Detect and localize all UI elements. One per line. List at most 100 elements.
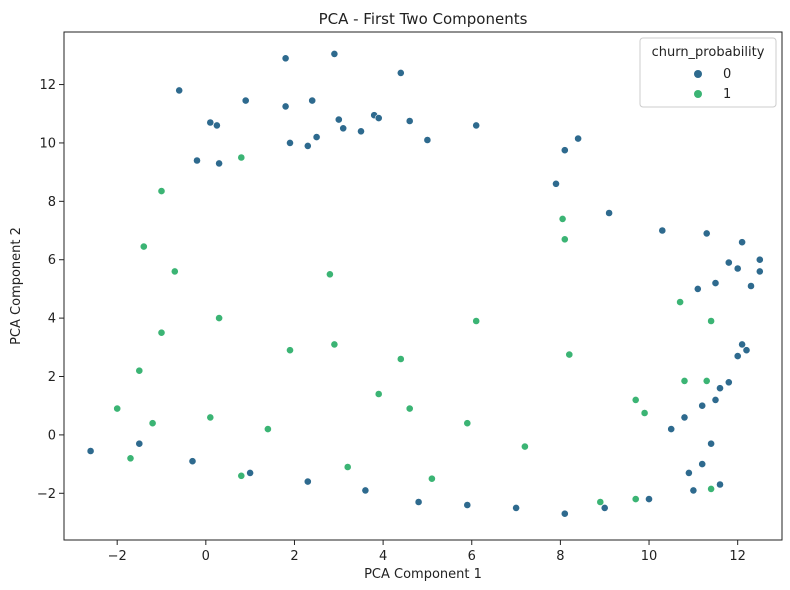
y-axis-ticks: −2 0 2 4 6 8 10 12 <box>37 78 64 502</box>
point-series-0-54 <box>414 498 423 506</box>
point-series-0-29 <box>755 255 764 264</box>
point-series-0-4 <box>241 96 250 105</box>
point-series-0-39 <box>724 378 733 387</box>
point-series-1-0 <box>237 153 246 162</box>
point-series-0-22 <box>193 156 201 165</box>
legend-box <box>639 37 777 108</box>
point-series-0-52 <box>303 477 312 486</box>
point-series-0-32 <box>724 258 733 267</box>
point-series-1-24 <box>640 409 649 417</box>
x-tick-label: 8 <box>556 549 564 564</box>
point-series-1-23 <box>631 395 640 404</box>
point-series-0-37 <box>733 352 742 360</box>
point-series-0-10 <box>206 118 215 127</box>
point-series-0-38 <box>738 340 746 349</box>
legend-marker-1 <box>694 90 702 98</box>
point-series-0-13 <box>339 124 348 133</box>
point-series-1-21 <box>463 419 472 428</box>
point-series-1-17 <box>206 413 215 422</box>
point-series-0-6 <box>308 96 317 105</box>
point-series-1-20 <box>405 404 414 413</box>
point-series-0-41 <box>711 395 720 404</box>
legend-title: churn_probability <box>652 45 765 60</box>
point-series-0-27 <box>702 229 711 238</box>
point-series-0-20 <box>312 133 321 141</box>
point-series-1-16 <box>148 419 157 428</box>
y-tick-label: 4 <box>48 312 56 327</box>
x-axis-label: PCA Component 1 <box>364 567 482 582</box>
point-series-0-42 <box>698 401 707 410</box>
legend: churn_probability 0 1 <box>639 37 777 108</box>
point-series-1-28 <box>596 498 605 506</box>
point-series-0-35 <box>693 284 702 293</box>
x-tick-label: 4 <box>379 549 387 564</box>
point-series-1-34 <box>286 346 294 355</box>
point-series-0-2 <box>330 50 339 58</box>
plot-frame <box>63 31 783 541</box>
point-series-1-11 <box>157 328 166 337</box>
point-series-0-19 <box>303 141 312 150</box>
point-series-1-33 <box>126 454 135 463</box>
point-series-0-46 <box>698 460 707 468</box>
point-series-1-25 <box>702 376 711 385</box>
point-series-0-45 <box>707 439 715 448</box>
point-series-1-3 <box>560 235 569 244</box>
point-series-1-2 <box>558 214 567 223</box>
point-series-0-33 <box>711 279 720 287</box>
point-series-0-15 <box>472 121 481 130</box>
point-series-1-13 <box>330 340 339 349</box>
point-series-1-4 <box>139 242 148 251</box>
point-series-1-1 <box>157 187 166 195</box>
point-series-1-18 <box>263 425 272 433</box>
point-series-1-14 <box>135 366 144 375</box>
point-series-0-24 <box>552 179 560 188</box>
point-series-0-60 <box>689 486 698 495</box>
point-series-0-11 <box>212 121 221 130</box>
point-series-0-53 <box>361 486 370 495</box>
point-series-0-1 <box>281 54 290 63</box>
y-tick-label: 6 <box>48 253 56 268</box>
chart-title: PCA - First Two Components <box>319 10 528 28</box>
point-series-0-31 <box>733 264 742 273</box>
point-series-1-10 <box>215 314 223 322</box>
point-series-1-5 <box>170 267 179 276</box>
point-series-0-23 <box>215 159 223 168</box>
x-tick-label: 12 <box>729 549 746 564</box>
point-series-1-19 <box>374 390 383 398</box>
point-series-1-7 <box>676 298 684 306</box>
point-series-0-9 <box>405 117 414 125</box>
point-series-1-30 <box>427 474 436 483</box>
point-series-0-43 <box>680 413 689 422</box>
point-series-0-61 <box>716 480 724 489</box>
x-axis-ticks: −2 0 2 4 6 8 10 12 <box>108 540 746 564</box>
point-series-0-50 <box>188 457 197 466</box>
y-tick-label: 0 <box>48 428 56 443</box>
point-series-1-32 <box>237 471 246 480</box>
point-series-0-12 <box>334 115 343 124</box>
x-tick-label: 6 <box>468 549 476 564</box>
y-axis-label: PCA Component 2 <box>9 227 24 345</box>
legend-label-0: 0 <box>723 67 731 82</box>
scatter-points <box>86 50 764 518</box>
point-series-0-57 <box>560 509 569 518</box>
x-tick-label: 2 <box>290 549 298 564</box>
y-tick-label: 2 <box>48 370 56 385</box>
point-series-1-22 <box>521 442 529 451</box>
y-tick-label: 8 <box>48 195 56 210</box>
point-series-0-8 <box>374 114 383 122</box>
point-series-0-59 <box>645 495 653 503</box>
point-series-1-9 <box>472 317 481 325</box>
point-series-0-55 <box>463 501 472 509</box>
point-series-0-56 <box>512 503 520 512</box>
point-series-1-26 <box>680 376 689 385</box>
point-series-0-28 <box>738 238 746 247</box>
point-series-1-31 <box>343 463 352 471</box>
point-series-0-25 <box>605 209 613 217</box>
point-series-0-26 <box>658 226 667 235</box>
point-series-0-51 <box>246 468 254 477</box>
legend-marker-0 <box>694 70 702 78</box>
point-series-0-40 <box>716 384 724 393</box>
y-tick-label: 10 <box>39 136 56 151</box>
point-series-0-5 <box>281 102 290 111</box>
point-series-1-27 <box>631 495 640 503</box>
